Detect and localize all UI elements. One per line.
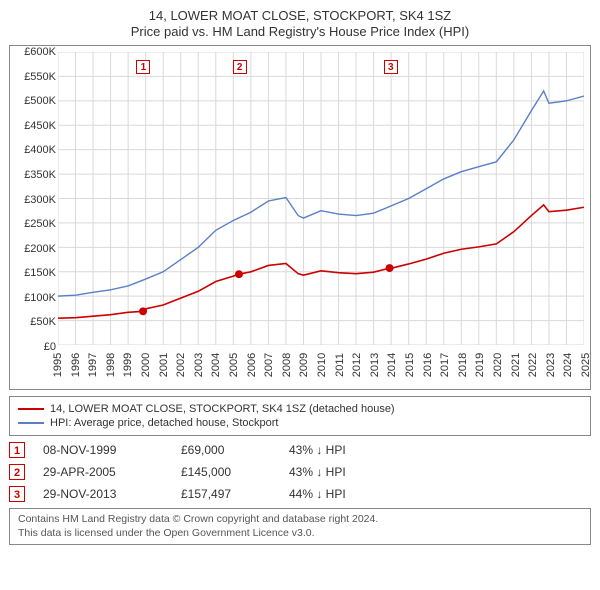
sale-date: 29-APR-2005 <box>43 465 163 479</box>
x-axis-tick-label: 2012 <box>351 353 363 377</box>
sale-row: 1 08-NOV-1999 £69,000 43% ↓ HPI <box>9 442 591 458</box>
x-axis-tick-label: 2020 <box>492 353 504 377</box>
x-axis-tick-label: 2019 <box>474 353 486 377</box>
x-axis-tick-label: 1996 <box>70 353 82 377</box>
sale-row: 3 29-NOV-2013 £157,497 44% ↓ HPI <box>9 486 591 502</box>
legend-label: 14, LOWER MOAT CLOSE, STOCKPORT, SK4 1SZ… <box>50 403 395 415</box>
sale-price: £69,000 <box>181 443 271 457</box>
x-axis-tick-label: 2000 <box>140 353 152 377</box>
x-axis-tick-label: 1999 <box>122 353 134 377</box>
y-axis-tick-label: £200K <box>12 243 56 255</box>
chart-area: £0 £50K £100K £150K £200K £250K £300K £350K £400… <box>9 45 591 390</box>
x-axis-tick-label: 2004 <box>210 353 222 377</box>
y-axis-tick-label: £600K <box>12 46 56 58</box>
x-axis-tick-label: 2016 <box>422 353 434 377</box>
x-axis-tick-label: 2011 <box>334 353 346 377</box>
footer-line: This data is licensed under the Open Gov… <box>18 527 582 541</box>
legend-item: HPI: Average price, detached house, Stoc… <box>18 417 582 429</box>
footer-line: Contains HM Land Registry data © Crown c… <box>18 513 582 527</box>
legend-label: HPI: Average price, detached house, Stoc… <box>50 417 279 429</box>
legend-item: 14, LOWER MOAT CLOSE, STOCKPORT, SK4 1SZ… <box>18 403 582 415</box>
x-axis-tick-label: 2017 <box>439 353 451 377</box>
sale-hpi-diff: 43% ↓ HPI <box>289 443 399 457</box>
x-axis-tick-label: 2014 <box>386 353 398 377</box>
attribution-footer: Contains HM Land Registry data © Crown c… <box>9 508 591 545</box>
x-axis-tick-label: 2006 <box>246 353 258 377</box>
x-axis-tick-label: 2023 <box>545 353 557 377</box>
y-axis-tick-label: £0 <box>12 341 56 353</box>
legend-swatch <box>18 408 44 410</box>
x-axis-tick-label: 2013 <box>369 353 381 377</box>
y-axis-tick-label: £350K <box>12 169 56 181</box>
y-axis-tick-label: £250K <box>12 218 56 230</box>
sale-marker-number: 1 <box>9 442 25 458</box>
x-axis-tick-label: 2024 <box>562 353 574 377</box>
sale-marker: 3 <box>384 60 398 74</box>
x-axis-tick-label: 2018 <box>457 353 469 377</box>
x-axis-tick-label: 2007 <box>263 353 275 377</box>
x-axis-tick-label: 1998 <box>105 353 117 377</box>
legend: 14, LOWER MOAT CLOSE, STOCKPORT, SK4 1SZ… <box>9 396 591 436</box>
sale-date: 08-NOV-1999 <box>43 443 163 457</box>
x-axis-tick-label: 2015 <box>404 353 416 377</box>
y-axis-tick-label: £50K <box>12 316 56 328</box>
y-axis-tick-label: £100K <box>12 292 56 304</box>
sale-marker-number: 3 <box>9 486 25 502</box>
x-axis-tick-label: 2005 <box>228 353 240 377</box>
y-axis-tick-label: £550K <box>12 71 56 83</box>
sale-hpi-diff: 43% ↓ HPI <box>289 465 399 479</box>
x-axis-tick-label: 2002 <box>175 353 187 377</box>
chart-title: 14, LOWER MOAT CLOSE, STOCKPORT, SK4 1SZ <box>8 8 592 23</box>
x-axis-tick-label: 2022 <box>527 353 539 377</box>
chart-subtitle: Price paid vs. HM Land Registry's House … <box>8 24 592 39</box>
x-axis-tick-label: 2003 <box>193 353 205 377</box>
x-axis-tick-label: 2025 <box>580 353 592 377</box>
y-axis-tick-label: £500K <box>12 95 56 107</box>
sale-price: £145,000 <box>181 465 271 479</box>
y-axis-tick-label: £300K <box>12 194 56 206</box>
y-axis-tick-label: £150K <box>12 267 56 279</box>
x-axis-tick-label: 1995 <box>52 353 64 377</box>
y-axis-tick-label: £450K <box>12 120 56 132</box>
sale-hpi-diff: 44% ↓ HPI <box>289 487 399 501</box>
x-axis-tick-label: 2009 <box>298 353 310 377</box>
chart-plot <box>58 52 584 345</box>
x-axis-tick-label: 2021 <box>510 353 522 377</box>
legend-swatch <box>18 422 44 424</box>
sale-marker: 1 <box>136 60 150 74</box>
x-axis-tick-label: 1997 <box>87 353 99 377</box>
x-axis-tick-label: 2010 <box>316 353 328 377</box>
sale-date: 29-NOV-2013 <box>43 487 163 501</box>
sale-row: 2 29-APR-2005 £145,000 43% ↓ HPI <box>9 464 591 480</box>
y-axis-tick-label: £400K <box>12 144 56 156</box>
sale-marker-number: 2 <box>9 464 25 480</box>
sale-marker: 2 <box>233 60 247 74</box>
x-axis-tick-label: 2008 <box>281 353 293 377</box>
sales-table: 1 08-NOV-1999 £69,000 43% ↓ HPI 2 29-APR-2005… <box>9 442 591 502</box>
sale-price: £157,497 <box>181 487 271 501</box>
x-axis-tick-label: 2001 <box>158 353 170 377</box>
